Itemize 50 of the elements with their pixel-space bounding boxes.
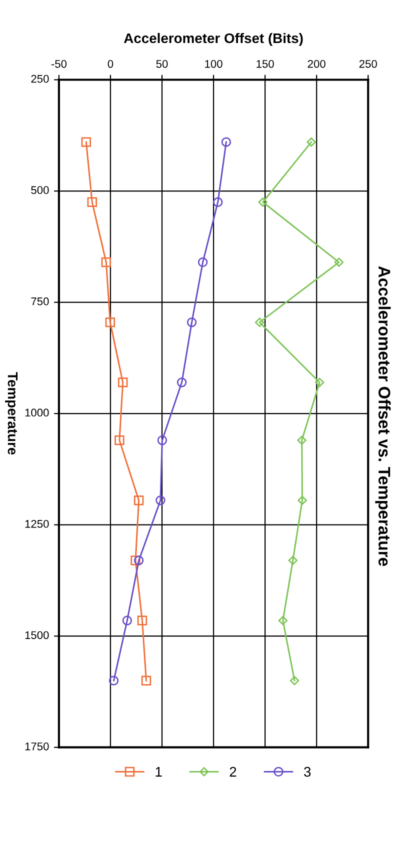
x-tick-label: 200 [308, 60, 326, 68]
point [114, 435, 124, 446]
point [141, 676, 152, 686]
point [198, 257, 208, 268]
x-tick-label: -50 [51, 60, 67, 68]
y-tick-label: 1750 [25, 742, 49, 750]
point [130, 556, 140, 566]
point [134, 495, 144, 506]
point [306, 137, 316, 147]
x-tick-label: 50 [156, 60, 168, 68]
point [108, 676, 119, 686]
x-tick-label: 250 [359, 60, 377, 68]
point [156, 495, 166, 506]
y-axis-title: Temperature [5, 372, 18, 455]
legend-label: 1 [156, 767, 162, 777]
point [101, 257, 112, 268]
y-tick-label: 1000 [25, 408, 49, 417]
point [213, 197, 223, 208]
point [298, 496, 307, 505]
x-tick-label: 0 [108, 60, 114, 68]
legend-label: 3 [304, 766, 311, 777]
point [334, 258, 344, 267]
y-tick-label: 1250 [25, 520, 49, 528]
point [258, 198, 268, 207]
point [87, 197, 97, 208]
point [186, 317, 197, 328]
x-tick-label: 100 [205, 60, 222, 68]
point [134, 556, 144, 566]
point [314, 378, 324, 388]
point [290, 676, 300, 686]
y-tick-label: 500 [31, 186, 49, 194]
point [81, 137, 92, 147]
point [254, 318, 264, 327]
point [221, 137, 232, 147]
y-tick-label: 250 [31, 74, 49, 83]
point [105, 317, 116, 328]
x-axis-title: Accelerometer Offset (Bits) [124, 32, 303, 46]
legend-label: 2 [230, 766, 236, 777]
x-tick-label: 150 [256, 60, 274, 68]
y-tick-label: 750 [31, 297, 49, 306]
point [278, 616, 288, 626]
point [122, 616, 132, 626]
point [157, 435, 168, 446]
point [297, 436, 306, 445]
text: Accelerometer Offset vs. Temperature [375, 266, 391, 566]
point [288, 556, 298, 566]
point [118, 378, 128, 388]
point [176, 378, 187, 388]
y-tick-label: 1500 [25, 631, 49, 640]
point [137, 616, 148, 626]
